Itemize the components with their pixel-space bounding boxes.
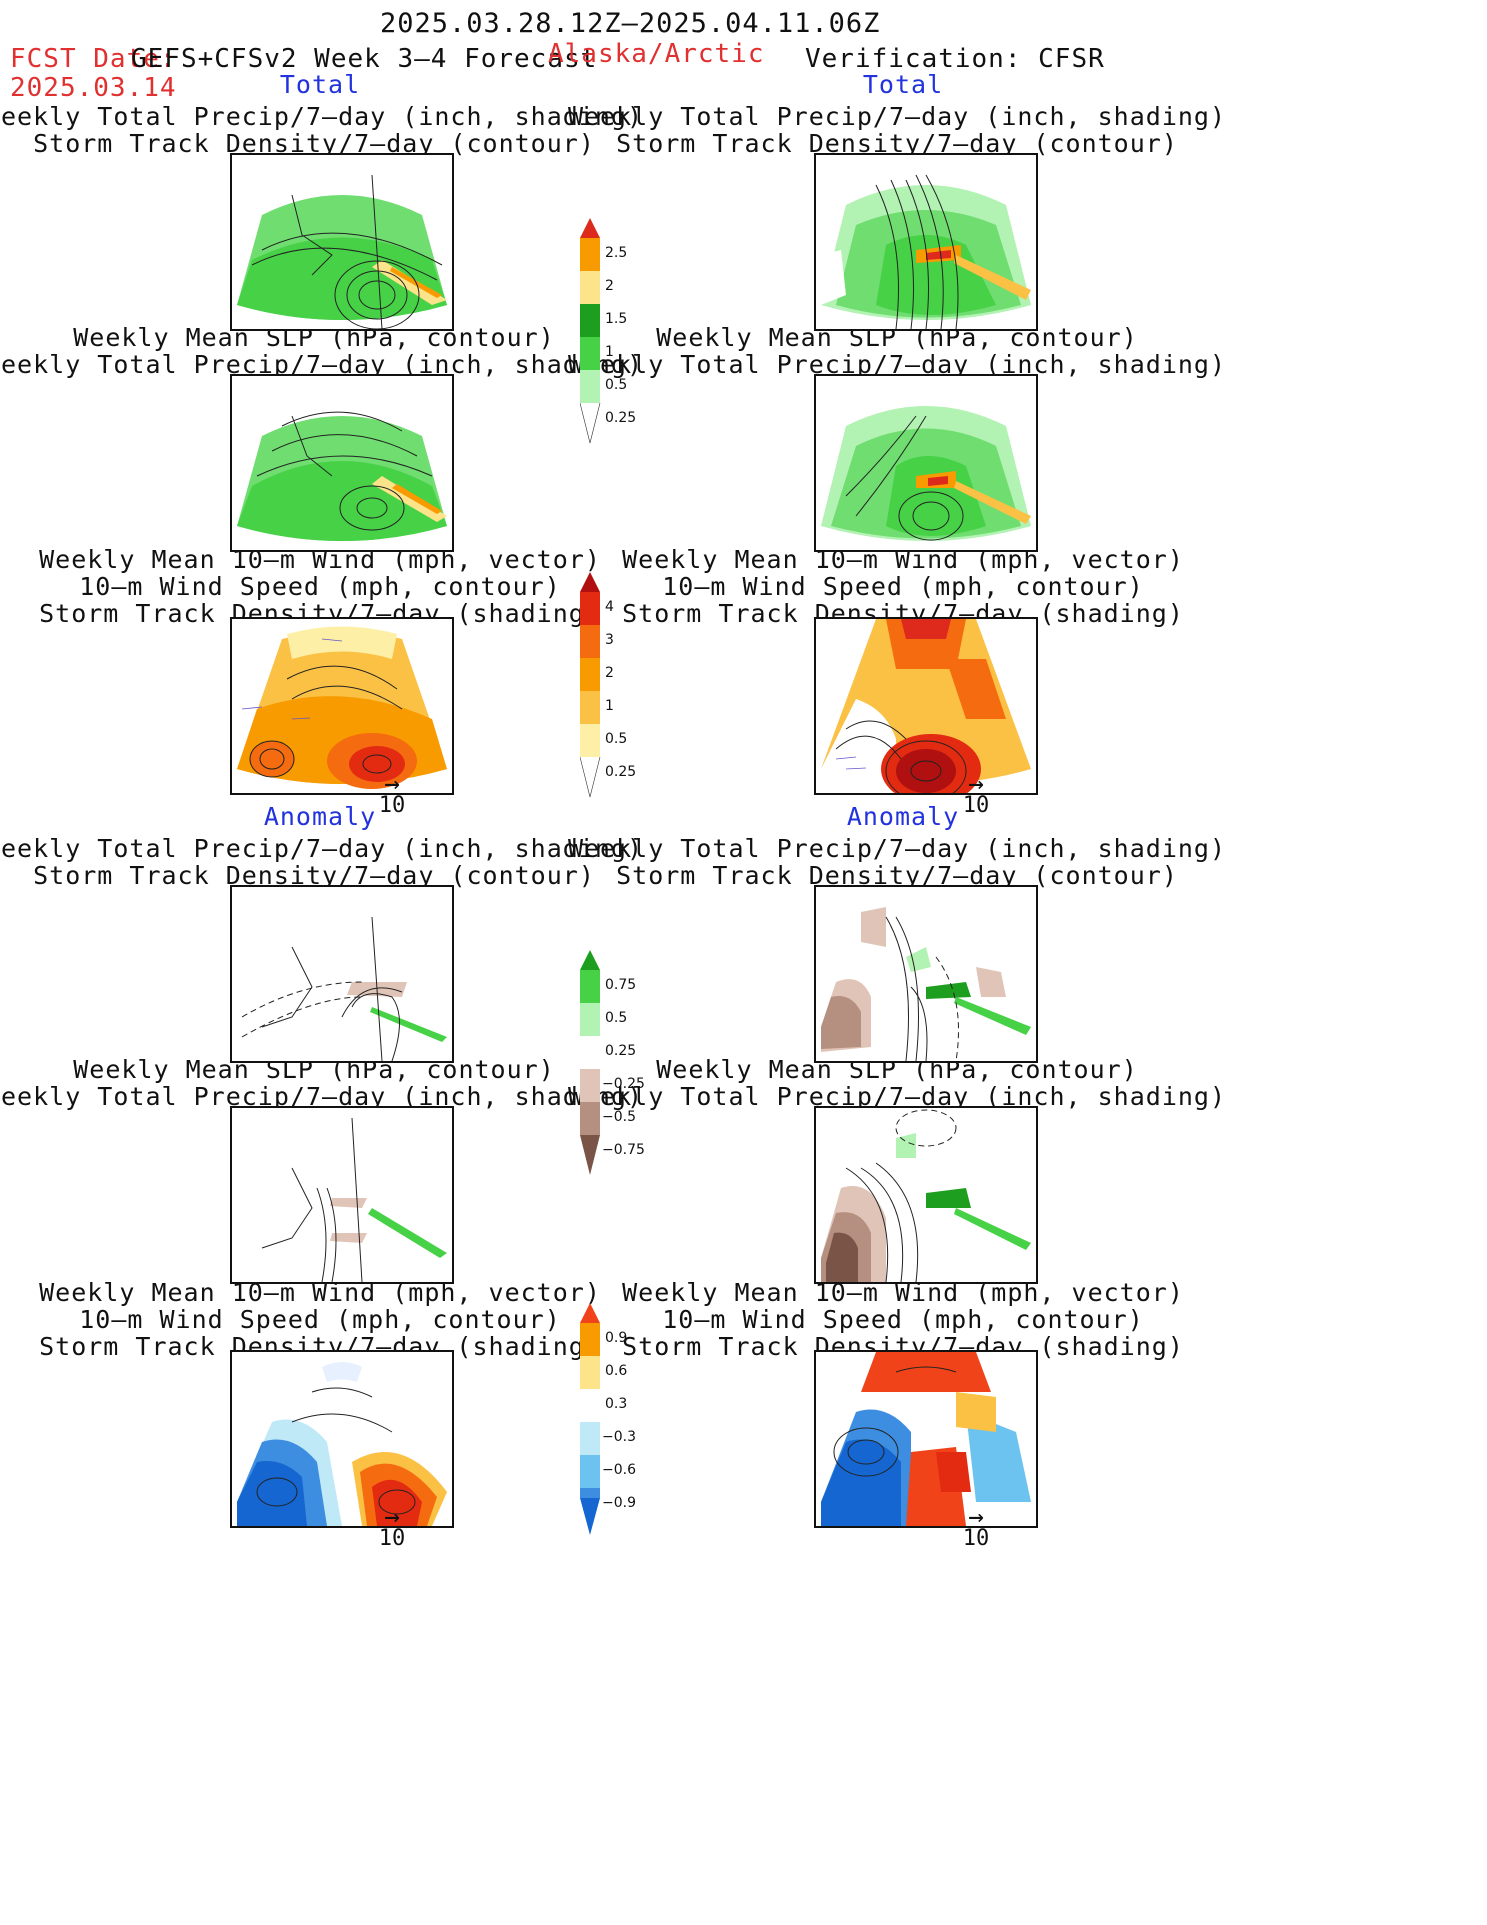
colorbar-tick: 2 [605,665,614,681]
colorbar-swatch [580,691,600,724]
colorbar-tick: −0.5 [602,1109,636,1125]
colorbar-swatch [580,370,600,403]
colorbar-swatch [580,950,600,970]
colorbar-swatch [580,1498,600,1535]
arrow-right-icon: → [384,1502,400,1532]
colorbar-tick: 1.5 [605,311,627,327]
colorbar-tick: 2.5 [605,245,627,261]
colorbar-swatch [580,1323,600,1356]
map-fcst-total-slp-precip [230,374,454,552]
map-fcst-total-precip-track [230,153,454,331]
colorbar-precip-total: 2.5 2 1.5 1 0.5 0.25 [580,218,660,453]
vector-reference: → 10 [362,769,422,818]
colorbar-swatch [580,592,600,625]
colorbar-tick: −0.6 [602,1462,636,1478]
colorbar-swatch [580,1422,600,1455]
arrow-right-icon: → [968,769,984,799]
map-fcst-anom-slp-precip [230,1106,454,1284]
colorbar-swatch [580,337,600,370]
colorbar-tick: 0.5 [605,731,627,747]
colorbar-tick: 1 [605,344,614,360]
colorbar-tick: 0.9 [605,1330,627,1346]
colorbar-tick: 0.25 [605,1043,636,1059]
section-total-left: Total [279,70,361,99]
map-verif-total-wind-track [814,617,1038,795]
colorbar-tick: 0.25 [605,764,636,780]
colorbar-tick: −0.9 [602,1495,636,1511]
colorbar-tick: 3 [605,632,614,648]
colorbar-precip-anomaly: 0.75 0.5 0.25 −0.25 −0.5 −0.75 [580,950,660,1185]
section-anomaly-right: Anomaly [846,802,960,831]
colorbar-tick: −0.75 [602,1142,645,1158]
region-title: Alaska/Arctic [548,39,765,69]
colorbar-swatch [580,1488,600,1498]
panel-title: Weekly Mean 10–m Wind (mph, vector) 10–m … [39,1278,601,1361]
colorbar-tick: 0.75 [605,977,636,993]
forecast-name: GEFS+CFSv2 Week 3–4 Forecast [131,44,598,74]
colorbar-swatch [580,1455,600,1488]
colorbar-tick: 0.5 [605,377,627,393]
panel-title: Weekly Total Precip/7–day (inch, shading… [0,102,644,158]
panel-title: Weekly Total Precip/7–day (inch, shading… [567,102,1227,158]
arrow-right-icon: → [968,1502,984,1532]
verification-label: Verification: CFSR [805,44,1105,74]
colorbar-swatch [580,1135,600,1175]
colorbar-swatch [580,1303,600,1323]
fcst-label: FCST Date: [10,44,177,74]
map-verif-total-slp-precip [814,374,1038,552]
colorbar-tick: 0.6 [605,1363,627,1379]
colorbar-tick: 1 [605,698,614,714]
colorbar-tick: 0.3 [605,1396,627,1412]
colorbar-swatch [580,1389,600,1422]
colorbar-swatch [580,572,600,592]
map-fcst-total-wind-track [230,617,454,795]
colorbar-swatch [580,1036,600,1069]
vector-reference: → 10 [946,769,1006,818]
colorbar-tick: −0.25 [602,1076,645,1092]
colorbar-tick: 0.5 [605,1010,627,1026]
colorbar-track-anomaly: 0.9 0.6 0.3 −0.3 −0.6 −0.9 [580,1303,660,1538]
arrow-right-icon: → [384,769,400,799]
colorbar-swatch [580,970,600,1003]
map-verif-total-precip-track [814,153,1038,331]
colorbar-swatch [580,218,600,238]
colorbar-swatch [580,238,600,271]
colorbar-swatch [580,1069,600,1102]
vector-reference: → 10 [946,1502,1006,1551]
colorbar-swatch [580,625,600,658]
colorbar-swatch [580,304,600,337]
panel-title: Weekly Total Precip/7–day (inch, shading… [0,834,644,890]
section-total-right: Total [862,70,944,99]
map-verif-anom-slp-precip [814,1106,1038,1284]
map-fcst-anom-precip-track [230,885,454,1063]
colorbar-swatch [580,1356,600,1389]
panel-title: Weekly Mean SLP (hPa, contour) Weekly Tot… [0,323,644,379]
map-verif-anom-precip-track [814,885,1038,1063]
colorbar-tick: −0.3 [602,1429,636,1445]
colorbar-swatch [580,724,600,757]
colorbar-track-total: 4 3 2 1 0.5 0.25 [580,572,660,807]
date-range-title: 2025.03.28.12Z–2025.04.11.06Z [380,8,881,39]
colorbar-tick: 0.25 [605,410,636,426]
section-anomaly-left: Anomaly [263,802,377,831]
panel-title: Weekly Total Precip/7–day (inch, shading… [567,834,1227,890]
colorbar-swatch [580,271,600,304]
colorbar-swatch [580,658,600,691]
forecast-date: 2025.03.14 [10,73,177,103]
map-verif-anom-wind-track [814,1350,1038,1528]
map-fcst-anom-wind-track [230,1350,454,1528]
colorbar-swatch [580,1102,600,1135]
colorbar-tick: 4 [605,599,614,615]
colorbar-swatch [580,1003,600,1036]
colorbar-tick: 2 [605,278,614,294]
vector-reference: → 10 [362,1502,422,1551]
